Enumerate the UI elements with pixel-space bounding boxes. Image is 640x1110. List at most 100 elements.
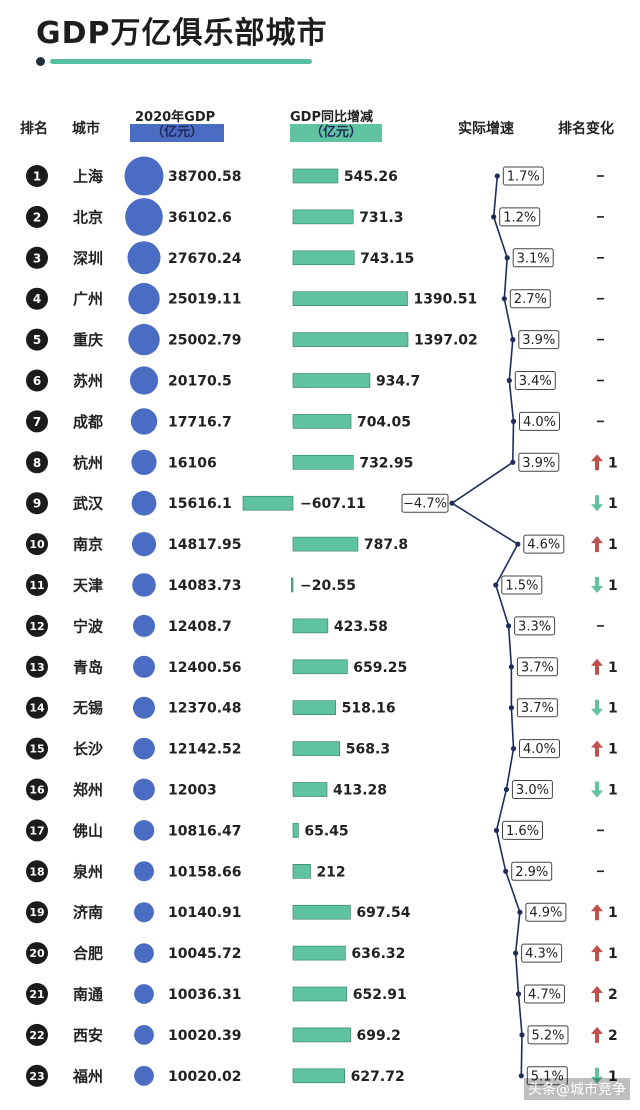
growth-label-box [511,861,553,881]
header-gdp: 2020年GDP [135,110,216,125]
gdp-bubble [133,737,155,760]
gdp-bubble [133,696,155,719]
rank-change-value: 1 [608,742,618,758]
change-value: 423.58 [334,619,388,635]
growth-label-box [518,452,560,472]
change-value: −20.55 [300,578,356,594]
watermark: 头条@城市竞争 [524,1078,630,1100]
gdp-value: 14083.73 [168,578,242,594]
growth-label-box [502,820,543,840]
city-name: 青岛 [73,658,103,676]
gdp-bubble [133,820,155,841]
city-name: 重庆 [73,331,103,349]
header-gdp-unit: （亿元） [130,124,224,142]
change-bar [292,1027,351,1043]
growth-label-box [514,616,556,636]
arrow-up-icon [591,904,603,921]
change-bar [292,986,348,1002]
growth-point [508,664,514,670]
rank-badge [26,492,48,515]
change-value: 731.3 [359,210,403,226]
rank-change-value: 2 [608,987,618,1003]
rank-number: 11 [29,579,44,592]
rank-number: 3 [33,251,41,265]
rank-badge [26,942,48,965]
city-name: 泉州 [72,863,103,881]
rank-number: 9 [33,497,41,511]
city-name: 合肥 [72,945,103,963]
gdp-bubble [134,1065,154,1086]
rank-badge [26,451,48,474]
growth-label: 3.1% [517,251,550,266]
gdp-value: 10020.02 [168,1069,242,1085]
title-underline [50,59,312,64]
growth-label: 4.6% [527,538,560,553]
rank-number: 19 [29,906,44,919]
rank-change-value: 1 [608,660,618,676]
rank-badge [26,1023,48,1046]
rank-change-value: 2 [608,1028,618,1044]
city-name: 西安 [73,1026,103,1044]
rank-number: 13 [29,661,44,674]
rank-number: 20 [29,947,45,960]
growth-label-box [509,289,551,309]
growth-label: 4.0% [523,742,556,757]
gdp-value: 10020.39 [168,1028,242,1044]
city-name: 杭州 [73,454,103,472]
gdp-value: 27670.24 [168,251,242,267]
gdp-bubble [132,573,156,597]
growth-label-box [523,534,565,554]
change-value: −607.11 [300,496,366,512]
growth-label: 4.0% [523,415,556,430]
rank-badge [26,328,48,351]
gdp-value: 16106 [168,455,217,471]
rank-number: 18 [29,865,44,878]
growth-label-box [527,1025,569,1045]
city-name: 苏州 [73,372,103,390]
rank-badge [26,614,48,637]
rank-number: 1 [33,170,41,184]
change-bar [292,863,311,879]
growth-label: 3.7% [521,701,554,716]
growth-label: 3.4% [519,374,552,389]
gdp-value: 10158.66 [168,864,242,880]
rank-number: 7 [33,415,41,429]
title-dot [36,57,45,66]
gdp-bubble [130,408,158,435]
growth-label: 1.6% [506,824,539,839]
change-bar [292,536,359,552]
gdp-value: 10816.47 [168,823,242,839]
growth-label: 2.9% [515,865,548,880]
rank-badge [26,205,48,228]
rank-badge [26,574,48,596]
gdp-value: 12400.56 [168,660,242,676]
growth-label-box [516,657,558,677]
city-name: 上海 [73,168,103,186]
gdp-bubble [131,449,157,475]
rank-number: 2 [33,210,41,224]
change-value: 934.7 [376,374,420,390]
rank-badge [26,819,48,842]
gdp-bubble [133,778,155,801]
gdp-bubble [134,902,154,923]
rank-badge [26,287,48,310]
gdp-bubble [134,943,154,963]
rank-change-value: 1 [608,701,618,717]
city-name: 南通 [73,986,103,1004]
change-bar [292,332,409,347]
growth-label-box [524,984,565,1004]
growth-label: 5.2% [531,1028,564,1043]
change-bar [290,577,294,593]
change-bar [292,454,354,470]
growth-point [506,377,512,384]
arrow-up-icon [591,536,603,553]
arrow-down-icon [591,699,603,716]
growth-label-box [516,698,558,718]
growth-line [450,175,523,1076]
change-bar [292,373,371,388]
gdp-value: 10140.91 [168,905,242,921]
change-value: 787.8 [364,537,408,553]
change-bar [292,700,337,716]
